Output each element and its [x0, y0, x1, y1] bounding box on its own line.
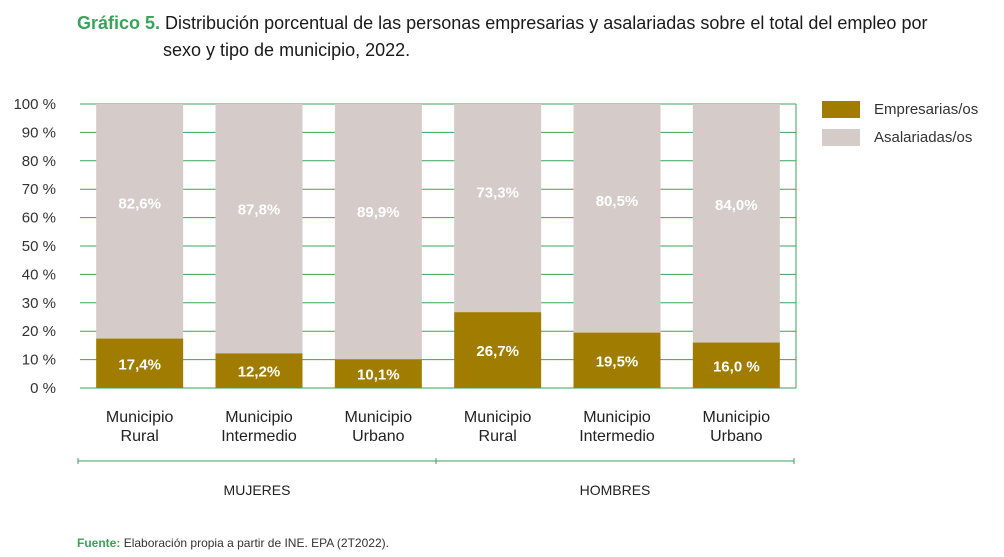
bar-empresarias: [334, 359, 422, 388]
legend: Empresarias/os Asalariadas/os: [822, 99, 978, 155]
y-tick-label: 40 %: [22, 266, 56, 283]
data-label-empresarias: 19,5%: [596, 353, 639, 370]
bar-asalariadas: [215, 104, 303, 354]
data-label-asalariadas: 82,6%: [118, 196, 161, 213]
source-label: Fuente:: [77, 536, 121, 550]
data-label-asalariadas: 80,5%: [596, 193, 639, 210]
x-category-label: Intermedio: [579, 428, 655, 445]
y-tick-label: 80 %: [22, 153, 56, 170]
y-tick-label: 10 %: [22, 352, 56, 369]
data-label-empresarias: 12,2%: [238, 364, 281, 381]
bar-empresarias: [215, 353, 303, 388]
legend-swatch-asalariadas: [822, 128, 860, 146]
y-tick-label: 50 %: [22, 238, 56, 255]
x-category-label: Municipio: [106, 409, 174, 426]
legend-label-empresarias: Empresarias/os: [874, 100, 979, 118]
bar-asalariadas: [454, 104, 542, 313]
source-text: Elaboración propia a partir de INE. EPA …: [123, 536, 389, 550]
data-label-empresarias: 10,1%: [357, 367, 400, 384]
x-category-label: Intermedio: [221, 428, 297, 445]
bar-asalariadas: [96, 104, 184, 339]
data-label-asalariadas: 84,0%: [715, 197, 758, 214]
data-label-empresarias: 17,4%: [118, 356, 161, 373]
x-category-label: Municipio: [345, 409, 413, 426]
x-category-label: Municipio: [583, 409, 651, 426]
x-category-label: Municipio: [225, 409, 293, 426]
chart-title-line1: Distribución porcentual de las personas …: [165, 13, 928, 33]
y-tick-label: 90 %: [22, 124, 56, 141]
data-label-empresarias: 16,0 %: [713, 358, 760, 375]
chart-title-line2: sexo y tipo de municipio, 2022.: [163, 40, 411, 60]
bar-empresarias: [692, 342, 780, 388]
y-tick-label: 100 %: [13, 96, 56, 113]
data-label-asalariadas: 89,9%: [357, 204, 400, 221]
bar-asalariadas: [692, 104, 780, 343]
y-tick-label: 60 %: [22, 210, 56, 227]
source-note: Fuente: Elaboración propia a partir de I…: [77, 536, 389, 550]
x-category-label: Urbano: [710, 428, 763, 445]
chart-title: Gráfico 5. Distribución porcentual de la…: [77, 10, 977, 64]
y-tick-label: 70 %: [22, 181, 56, 198]
data-label-empresarias: 26,7%: [476, 343, 519, 360]
x-category-label: Urbano: [352, 428, 405, 445]
bar-empresarias: [96, 338, 184, 388]
group-label: MUJERES: [224, 482, 291, 498]
y-tick-label: 30 %: [22, 295, 56, 312]
chart-title-label: Gráfico 5.: [77, 13, 161, 33]
bar-empresarias: [573, 332, 661, 388]
legend-label-asalariadas: Asalariadas/os: [874, 128, 973, 146]
y-tick-label: 20 %: [22, 323, 56, 340]
group-label: HOMBRES: [580, 482, 651, 498]
x-category-label: Municipio: [703, 409, 771, 426]
data-label-asalariadas: 87,8%: [238, 202, 281, 219]
data-label-asalariadas: 73,3%: [476, 184, 519, 201]
x-category-label: Municipio: [464, 409, 532, 426]
legend-item-empresarias: Empresarias/os: [822, 99, 978, 119]
y-tick-label: 0 %: [30, 380, 56, 397]
bar-asalariadas: [573, 104, 661, 333]
bar-empresarias: [454, 312, 542, 388]
x-category-label: Rural: [121, 428, 159, 445]
bar-asalariadas: [334, 104, 422, 360]
legend-swatch-empresarias: [822, 100, 860, 118]
legend-item-asalariadas: Asalariadas/os: [822, 127, 978, 147]
x-category-label: Rural: [479, 428, 517, 445]
